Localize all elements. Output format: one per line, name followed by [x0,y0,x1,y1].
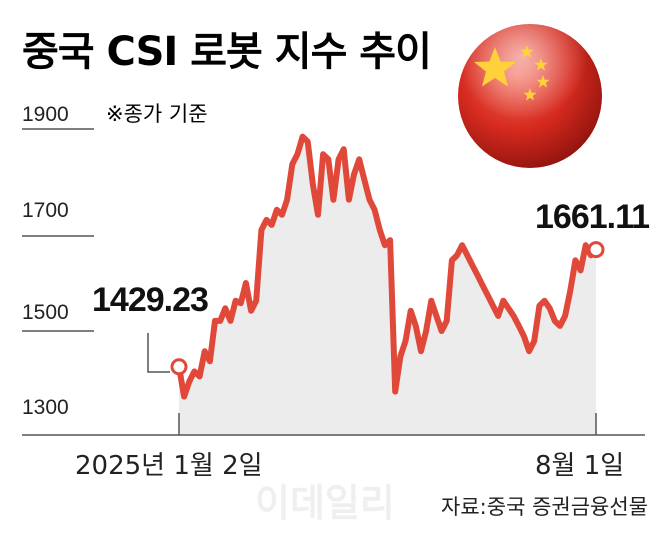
source-note: 자료:중국 증권금융선물 [441,495,648,519]
y-tick-label-1300: 1300 [22,396,69,419]
china-flag-icon [458,24,602,168]
series-line [176,133,599,400]
chart-title: 중국 CSI 로봇 지수 추이 [22,29,431,75]
y-tick-label-1900: 1900 [22,103,69,126]
x-tick-label-start: 2025년 1월 2일 [75,451,263,481]
x-tick-label-end: 8월 1일 [535,451,624,481]
end-point-marker [587,241,605,259]
start-value-label: 1429.23 [92,281,208,319]
chart-note: ※종가 기준 [106,102,208,126]
watermark-logo: 이데일리 [255,481,395,525]
start-label-leader [147,333,170,373]
y-axis: 1900 1700 1500 1300 [22,103,94,419]
y-tick-label-1500: 1500 [22,301,69,324]
end-value-label: 1661.11 [535,198,649,236]
y-tick-label-1700: 1700 [22,199,69,222]
start-point-marker [170,358,188,376]
series-area [179,136,596,435]
